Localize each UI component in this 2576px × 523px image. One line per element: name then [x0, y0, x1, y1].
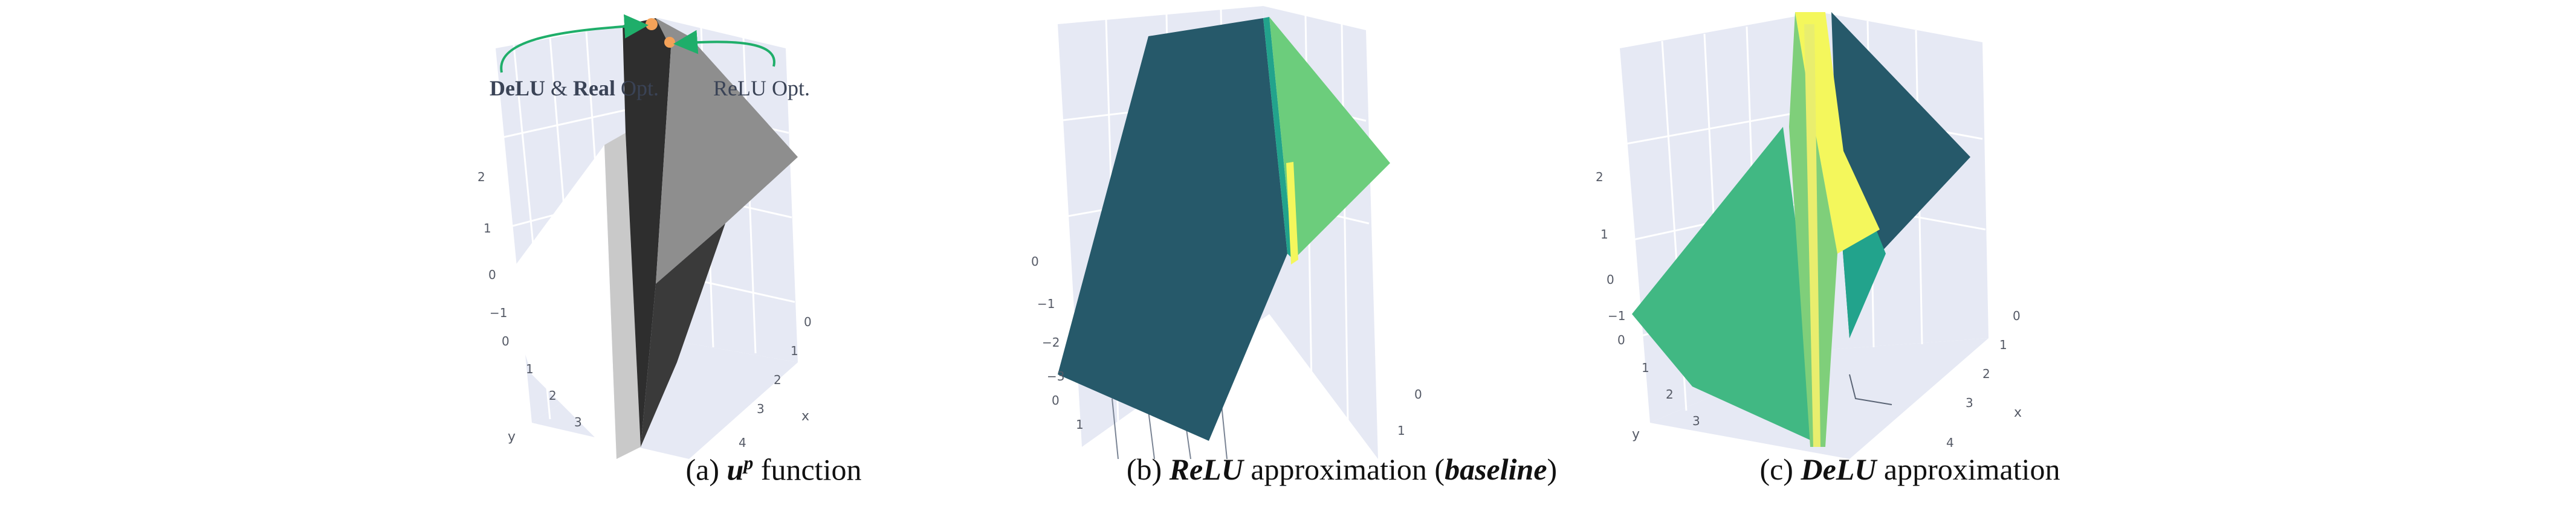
annotation-relu-opt: ReLU Opt.: [713, 76, 810, 100]
z-axis-ticks: 2 1 0 −1: [1596, 170, 1625, 323]
yellow-spike: [1804, 24, 1820, 447]
panel-u-function: DeLU & Real Opt. ReLU Opt. 2 1 0 −1 0 1 …: [459, 0, 1088, 523]
z-axis-ticks: 0 −1 −2 −3: [1031, 254, 1064, 383]
x-tick: 1: [1397, 423, 1405, 438]
caption-a: (a) up function: [685, 452, 862, 487]
x-axis-label: x: [2014, 405, 2022, 420]
arrow-right: [673, 30, 775, 67]
y-tick: 2: [1666, 387, 1674, 402]
relu-opt-marker: [664, 37, 675, 48]
y-tick: 2: [549, 388, 557, 403]
dark-teal-plane: [1058, 18, 1287, 441]
white-plane: [502, 145, 616, 459]
y-tick: 0: [502, 334, 510, 348]
z-tick: 2: [477, 170, 485, 184]
z-tick: 0: [1031, 254, 1039, 269]
y-tick: 1: [526, 362, 534, 376]
caption-b: (b) ReLU approximation (baseline): [1126, 452, 1558, 486]
y-axis-label: y: [508, 429, 516, 444]
light-green-wing: [1269, 17, 1390, 260]
teal-edge: [1263, 17, 1293, 260]
panel-relu-approximation: 0 −1 −2 −3 0 1 0 1 (b) ReLU approximatio…: [1027, 0, 1656, 523]
z-tick: 1: [1600, 227, 1608, 242]
x-axis-ticks: 0 1 2 3 4 x: [1946, 309, 2022, 450]
delu-opt-marker: [646, 18, 658, 30]
y-axis-ticks: 0 1 2 3 y: [502, 334, 582, 444]
x-axis-ticks: 0 1: [1397, 387, 1422, 438]
annotation-delu-real-opt: DeLU & Real Opt.: [490, 76, 659, 100]
light-gray-sheet: [604, 133, 641, 459]
x-tick: 2: [774, 373, 782, 387]
panel-delu-approximation: 2 1 0 −1 0 1 2 3 y 0 1 2 3 4 x (c) DeLU …: [1596, 0, 2224, 523]
dark-ridge: [623, 18, 671, 447]
z-tick: 0: [1607, 272, 1614, 287]
y-tick: 3: [574, 415, 582, 429]
y-tick: 0: [1052, 393, 1060, 408]
yellow-strip: [1286, 162, 1298, 265]
z-tick: −3: [1047, 369, 1064, 383]
x-axis-ticks: 0 1 2 3 4 x: [739, 315, 812, 450]
u-function-plot: DeLU & Real Opt. ReLU Opt. 2 1 0 −1 0 1 …: [477, 14, 812, 459]
yellow-ridge: [1795, 12, 1880, 254]
y-tick: 0: [1617, 333, 1625, 347]
y-axis-ticks: 0 1: [1052, 393, 1084, 432]
y-tick: 3: [1692, 414, 1700, 428]
z-tick: −2: [1042, 335, 1060, 350]
z-tick: −1: [1037, 297, 1055, 311]
y-tick: 1: [1642, 361, 1649, 375]
x-axis-label: x: [801, 409, 809, 424]
z-tick: −1: [490, 306, 507, 320]
x-tick: 0: [804, 315, 812, 329]
x-tick: 4: [1946, 435, 1954, 450]
x-tick: 3: [757, 402, 765, 416]
x-tick: 1: [1999, 338, 2007, 352]
x-tick: 0: [1414, 387, 1422, 402]
z-axis-ticks: 2 1 0 −1: [477, 170, 507, 320]
green-plane: [1632, 127, 1825, 447]
x-tick: 0: [2013, 309, 2021, 323]
x-tick: 3: [1966, 396, 1973, 410]
z-tick: 1: [484, 221, 491, 236]
x-tick: 4: [739, 435, 746, 450]
arrow-left: [500, 14, 649, 73]
y-axis-label: y: [1632, 427, 1640, 442]
z-tick: −1: [1608, 309, 1625, 323]
z-tick: 0: [488, 268, 496, 282]
y-axis-ticks: 0 1 2 3 y: [1617, 333, 1700, 442]
caption-c: (c) DeLU approximation: [1759, 452, 2060, 486]
floor-contour: [1849, 374, 1892, 405]
relu-approximation-plot: 0 −1 −2 −3 0 1 0 1: [1031, 6, 1422, 459]
x-tick: 2: [1982, 367, 1990, 381]
z-tick: 2: [1596, 170, 1604, 184]
mid-gray-wing: [656, 18, 798, 284]
delu-approximation-plot: 2 1 0 −1 0 1 2 3 y 0 1 2 3 4 x: [1596, 12, 2022, 459]
y-tick: 1: [1076, 417, 1084, 432]
x-tick: 1: [791, 344, 798, 358]
dark-face: [641, 223, 725, 447]
